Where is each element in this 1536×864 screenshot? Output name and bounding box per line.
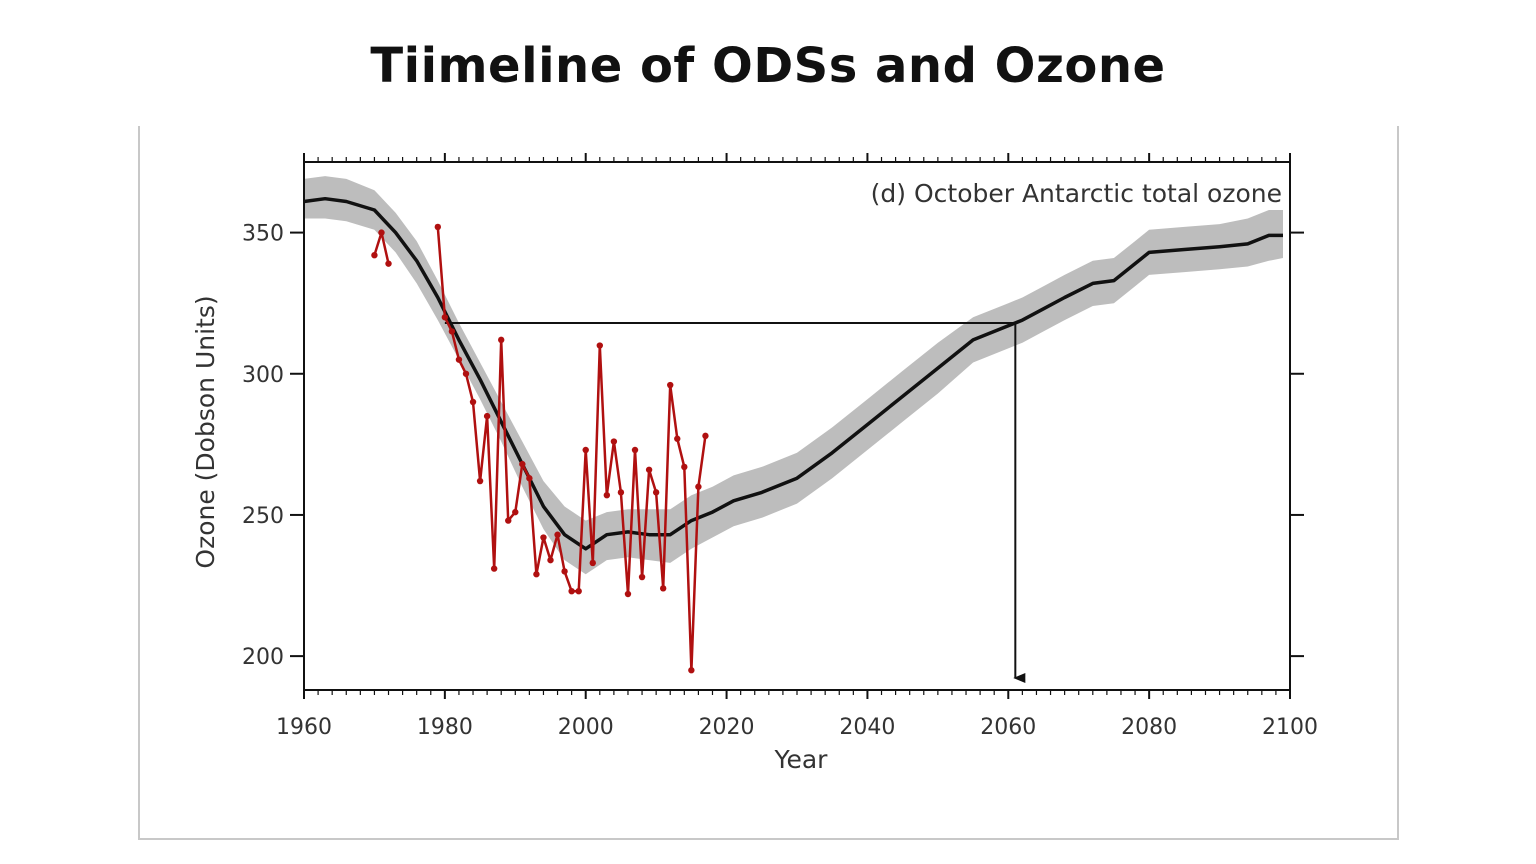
observation-point bbox=[667, 381, 674, 389]
x-tick-label: 2020 bbox=[699, 715, 755, 740]
observation-point bbox=[582, 446, 589, 454]
observation-point bbox=[490, 565, 498, 572]
observation-point bbox=[674, 435, 681, 442]
model-mean-line bbox=[303, 196, 1283, 551]
observation-point bbox=[519, 460, 526, 468]
model-range-band bbox=[304, 176, 1283, 575]
figure-frame bbox=[138, 126, 1399, 840]
observation-point bbox=[533, 571, 540, 578]
y-axis-title: Ozone (Dobson Units) bbox=[191, 295, 220, 568]
observation-point bbox=[688, 667, 695, 674]
observation-point bbox=[498, 336, 505, 344]
observations-line bbox=[436, 226, 707, 672]
observation-point bbox=[441, 314, 449, 321]
observation-point bbox=[695, 483, 702, 490]
observation-point bbox=[652, 489, 660, 496]
observation-point bbox=[512, 508, 519, 516]
observation-point bbox=[575, 587, 582, 595]
observation-point bbox=[505, 517, 512, 524]
observation-point bbox=[568, 587, 575, 595]
y-tick-label: 250 bbox=[242, 504, 284, 529]
observation-point bbox=[483, 412, 491, 420]
observation-point bbox=[469, 398, 477, 406]
page-title: Tiimeline of ODSs and Ozone bbox=[370, 38, 1166, 94]
observation-point bbox=[554, 531, 561, 538]
x-tick-label: 2060 bbox=[980, 715, 1036, 740]
observation-point bbox=[561, 568, 568, 575]
y-tick-label: 300 bbox=[242, 363, 284, 388]
observation-point bbox=[638, 573, 646, 581]
x-tick-label: 2080 bbox=[1121, 715, 1177, 740]
x-tick-label: 2100 bbox=[1262, 715, 1318, 740]
observation-point bbox=[385, 260, 392, 267]
x-axis-title: Year bbox=[774, 745, 829, 774]
observation-point bbox=[603, 491, 611, 499]
observation-point bbox=[624, 590, 632, 598]
observation-point bbox=[659, 585, 667, 592]
observation-point bbox=[589, 559, 596, 567]
x-tick-label: 2000 bbox=[558, 715, 614, 740]
observation-point bbox=[448, 328, 456, 335]
observation-point bbox=[702, 432, 709, 440]
observation-point bbox=[645, 466, 653, 473]
observation-point bbox=[617, 489, 625, 496]
observation-point bbox=[547, 556, 554, 564]
observation-point bbox=[371, 251, 378, 259]
observation-point bbox=[610, 438, 618, 445]
observation-point bbox=[455, 356, 463, 363]
observation-point bbox=[434, 223, 442, 231]
y-tick-label: 200 bbox=[242, 645, 284, 670]
x-tick-label: 1960 bbox=[276, 715, 332, 740]
observation-point bbox=[476, 477, 484, 485]
observation-point bbox=[526, 475, 533, 482]
observation-point bbox=[540, 534, 547, 541]
x-tick-label: 2040 bbox=[839, 715, 895, 740]
observation-point bbox=[681, 463, 688, 471]
x-tick-label: 1980 bbox=[417, 715, 473, 740]
panel-label: (d) October Antarctic total ozone bbox=[871, 179, 1282, 208]
observation-point bbox=[378, 229, 385, 236]
observation-point bbox=[462, 370, 470, 377]
observation-point bbox=[631, 446, 639, 454]
observation-point bbox=[596, 342, 603, 349]
y-tick-label: 350 bbox=[242, 222, 284, 247]
